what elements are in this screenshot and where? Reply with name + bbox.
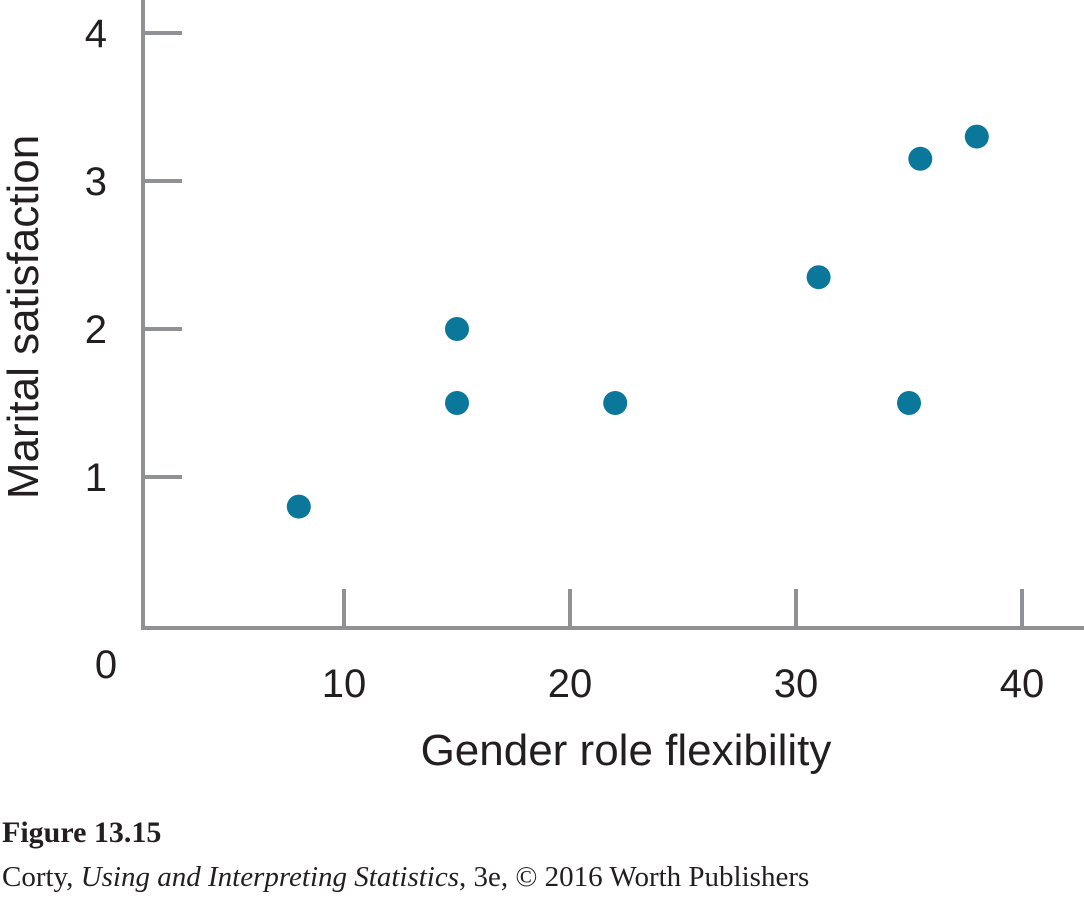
ticks: 10 20 30 40 1 2 3 4: [85, 12, 1045, 706]
y-tick-label: 1: [85, 456, 107, 500]
x-tick-label: 20: [548, 662, 593, 706]
figure-caption: Figure 13.15 Corty, Using and Interpreti…: [0, 815, 1084, 895]
data-point: [964, 124, 989, 149]
data-point: [908, 146, 933, 171]
data-point: [445, 317, 469, 341]
data-point: [286, 494, 311, 519]
x-tick-label: 10: [322, 662, 367, 706]
x-axis-title: Gender role flexibility: [421, 726, 832, 775]
x-tick-label: 40: [1000, 662, 1045, 706]
credit-book-title: Using and Interpreting Statistics: [80, 861, 460, 893]
y-tick-label: 4: [85, 12, 107, 56]
data-point: [445, 391, 469, 415]
origin-label: 0: [95, 643, 117, 687]
credit-author: Corty,: [2, 861, 81, 893]
data-points: [286, 124, 989, 519]
axes: [141, 0, 1084, 630]
y-tick-label: 2: [85, 308, 107, 352]
figure-label: Figure 13.15: [2, 816, 162, 849]
figure-credit: Corty, Using and Interpreting Statistics…: [0, 859, 1084, 895]
data-point: [806, 265, 831, 290]
scatter-chart: 10 20 30 40 1 2 3 4 0 Gender role flexibility M…: [0, 0, 1084, 775]
credit-edition: , 3e, © 2016 Worth Publishers: [459, 861, 810, 893]
data-point: [897, 391, 921, 415]
data-point: [603, 391, 628, 415]
y-axis-title: Marital satisfaction: [0, 135, 48, 499]
x-tick-label: 30: [774, 662, 819, 706]
y-tick-label: 3: [85, 160, 107, 204]
